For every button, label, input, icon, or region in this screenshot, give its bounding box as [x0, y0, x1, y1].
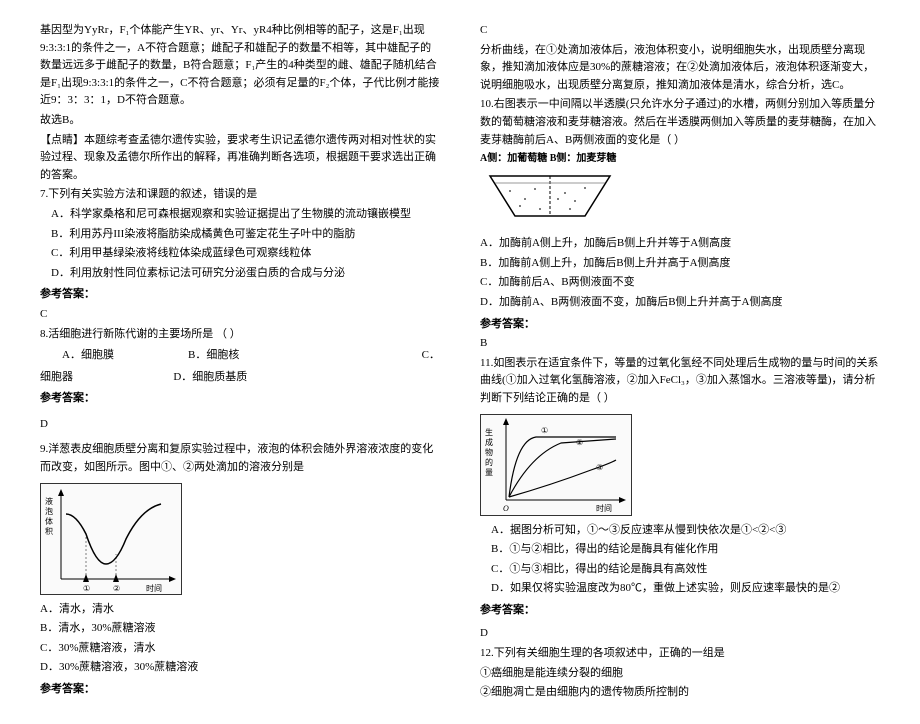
option-c: C．①与③相比，得出的结论是酶具有高效性: [480, 561, 880, 579]
answer-text: C: [480, 22, 880, 40]
options-row: A．细胞膜 B．细胞核 C．: [62, 347, 440, 365]
option-d: D．利用放射性同位素标记法可研究分泌蛋白质的合成与分泌: [40, 265, 440, 283]
option-c-prefix: C．: [314, 347, 440, 365]
options-row-2: 细胞器 D．细胞质基质: [40, 369, 440, 387]
answer-label: 参考答案：: [40, 681, 440, 699]
option-c-text: 细胞器: [40, 369, 173, 387]
chart-mark-2: ②: [113, 584, 120, 593]
chart-xlabel: 时间: [596, 503, 612, 513]
answer-label: 参考答案：: [40, 286, 440, 304]
right-column: C 分析曲线，在①处滴加液体后，液泡体积变小，说明细胞失水，出现质壁分离现象，推…: [480, 20, 880, 704]
answer-text: C: [40, 306, 440, 324]
paragraph-text: 故选B。: [40, 112, 440, 130]
svg-text:体: 体: [45, 516, 53, 526]
option-c: C．加酶前后A、B两侧液面不变: [480, 274, 880, 292]
chart-xlabel: 时间: [146, 583, 162, 593]
paragraph-text: 【点睛】本题综考查孟德尔遗传实验，要求考生识记孟德尔遗传两对相对性状的实验过程、…: [40, 132, 440, 185]
option-a: A．细胞膜: [62, 347, 188, 365]
option-b: B．细胞核: [188, 347, 314, 365]
option-b: B．清水，30%蔗糖溶液: [40, 620, 440, 638]
diagram-q10: [480, 171, 630, 231]
option-d: D．30%蔗糖溶液，30%蔗糖溶液: [40, 659, 440, 677]
chart-q11: ① ② ③ 生 成 物 的 量 O 时间: [480, 414, 632, 516]
option-2: ②细胞凋亡是由细胞内的遗传物质所控制的: [480, 684, 880, 702]
question-9: 9.洋葱表皮细胞质壁分离和复原实验过程中，液泡的体积会随外界溶液浓度的变化而改变…: [40, 441, 440, 476]
question-12: 12.下列有关细胞生理的各项叙述中，正确的一组是: [480, 645, 880, 663]
svg-text:积: 积: [45, 526, 53, 536]
answer-text: B: [480, 335, 880, 353]
question-7: 7.下列有关实验方法和课题的叙述，错误的是: [40, 186, 440, 204]
option-a: A．清水，清水: [40, 601, 440, 619]
chart-mark-1: ①: [83, 584, 90, 593]
option-b: B．加酶前A侧上升，加酶后B侧上升并高于A侧高度: [480, 255, 880, 273]
option-c: C．30%蔗糖溶液，清水: [40, 640, 440, 658]
option-d: D．细胞质基质: [173, 369, 306, 387]
chart-ylabel: 液: [45, 496, 53, 506]
svg-text:②: ②: [576, 438, 583, 447]
diagram-label: A侧：加葡萄糖 B侧：加麦芽糖: [480, 151, 880, 167]
page-container: 基因型为YyRr，F₁个体能产生YR、yr、Yr、yR4种比例相等的配子，这是F…: [40, 20, 880, 704]
option-d: D．如果仅将实验温度改为80℃，重做上述实验，则反应速率最快的是②: [480, 580, 880, 598]
explanation-text: 分析曲线，在①处滴加液体后，液泡体积变小，说明细胞失水，出现质壁分离现象，推知滴…: [480, 42, 880, 95]
option-1: ①癌细胞是能连续分裂的细胞: [480, 665, 880, 683]
question-8: 8.活细胞进行新陈代谢的主要场所是 （ ）: [40, 326, 440, 344]
svg-text:的: 的: [485, 457, 493, 467]
option-a: A．加酶前A侧上升，加酶后B侧上升并等于A侧高度: [480, 235, 880, 253]
question-10: 10.右图表示一中间隔以半透膜(只允许水分子通过)的水槽，两侧分别加入等质量分数…: [480, 96, 880, 149]
answer-label: 参考答案：: [480, 602, 880, 620]
svg-text:成: 成: [485, 437, 493, 447]
option-b: B．利用苏丹III染液将脂肪染成橘黄色可鉴定花生子叶中的脂肪: [40, 226, 440, 244]
answer-text: D: [40, 416, 440, 434]
left-column: 基因型为YyRr，F₁个体能产生YR、yr、Yr、yR4种比例相等的配子，这是F…: [40, 20, 440, 704]
option-c: C．利用甲基绿染液将线粒体染成蓝绿色可观察线粒体: [40, 245, 440, 263]
answer-label: 参考答案：: [480, 316, 880, 334]
chart-q9: ① ② 液 泡 体 积 时间: [40, 483, 182, 595]
svg-text:生: 生: [485, 427, 493, 437]
answer-label: 参考答案：: [40, 390, 440, 408]
option-a: A．据图分析可知，①～③反应速率从慢到快依次是①<②<③: [480, 522, 880, 540]
svg-text:O: O: [503, 504, 509, 513]
svg-text:①: ①: [541, 426, 548, 435]
question-11: 11.如图表示在适宜条件下，等量的过氧化氢经不同处理后生成物的量与时间的关系曲线…: [480, 355, 880, 408]
paragraph-text: 基因型为YyRr，F₁个体能产生YR、yr、Yr、yR4种比例相等的配子，这是F…: [40, 22, 440, 110]
option-a: A．科学家桑格和尼可森根据观察和实验证据提出了生物膜的流动镶嵌模型: [40, 206, 440, 224]
option-b: B．①与②相比，得出的结论是酶具有催化作用: [480, 541, 880, 559]
svg-text:泡: 泡: [45, 506, 53, 516]
option-d: D．加酶前A、B两侧液面不变，加酶后B侧上升并高于A侧高度: [480, 294, 880, 312]
answer-text: D: [480, 625, 880, 643]
svg-text:量: 量: [485, 468, 493, 477]
svg-text:③: ③: [596, 463, 603, 472]
svg-text:物: 物: [485, 447, 493, 457]
